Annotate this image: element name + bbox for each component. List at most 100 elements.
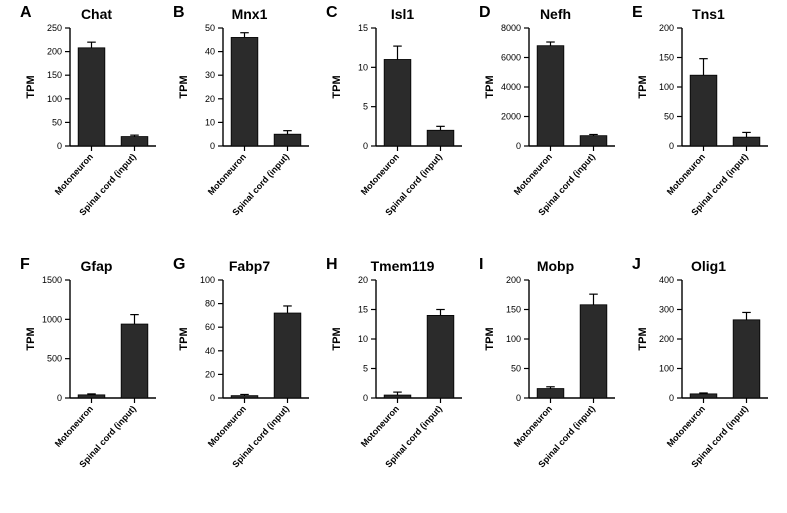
y-axis-label: TPM [484, 327, 496, 350]
category-label: Motoneuron [359, 152, 401, 197]
y-tick-label: 10 [205, 117, 215, 127]
chart-title: Mobp [479, 258, 632, 274]
y-axis-label: TPM [178, 75, 190, 98]
y-tick-label: 6000 [501, 53, 521, 63]
bar [274, 134, 301, 146]
bar-chart: 051015TPMMotoneuronSpinal cord (input) [326, 4, 479, 256]
y-tick-label: 80 [205, 299, 215, 309]
y-tick-label: 0 [669, 393, 674, 403]
y-tick-label: 100 [200, 275, 215, 285]
chart-title: Mnx1 [173, 6, 326, 22]
chart-title: Fabp7 [173, 258, 326, 274]
bar [537, 46, 564, 146]
y-tick-label: 50 [52, 117, 62, 127]
y-tick-label: 100 [659, 82, 674, 92]
y-tick-label: 15 [358, 23, 368, 33]
bar-chart: 050100150200250TPMMotoneuronSpinal cord … [20, 4, 173, 256]
panel-e: ETns1050100150200TPMMotoneuronSpinal cor… [632, 4, 785, 256]
bar-chart: 050100150200TPMMotoneuronSpinal cord (in… [479, 256, 632, 508]
bar-chart: 020406080100TPMMotoneuronSpinal cord (in… [173, 256, 326, 508]
bar [427, 315, 454, 398]
y-tick-label: 100 [47, 94, 62, 104]
y-tick-label: 150 [47, 70, 62, 80]
y-axis-label: TPM [178, 327, 190, 350]
y-tick-label: 1000 [42, 314, 62, 324]
y-tick-label: 250 [47, 23, 62, 33]
y-tick-label: 50 [205, 23, 215, 33]
category-label: Motoneuron [512, 152, 554, 197]
category-label: Motoneuron [53, 404, 95, 449]
panel-c: CIsl1051015TPMMotoneuronSpinal cord (inp… [326, 4, 479, 256]
category-label: Motoneuron [512, 404, 554, 449]
y-tick-label: 400 [659, 275, 674, 285]
y-tick-label: 300 [659, 305, 674, 315]
y-tick-label: 20 [358, 275, 368, 285]
y-axis-label: TPM [484, 75, 496, 98]
chart-title: Chat [20, 6, 173, 22]
y-tick-label: 8000 [501, 23, 521, 33]
y-tick-label: 20 [205, 94, 215, 104]
panel-h: HTmem11905101520TPMMotoneuronSpinal cord… [326, 256, 479, 508]
y-axis-label: TPM [637, 75, 649, 98]
bar [384, 395, 411, 398]
y-tick-label: 60 [205, 322, 215, 332]
y-tick-label: 1500 [42, 275, 62, 285]
bar [427, 130, 454, 146]
y-tick-label: 0 [57, 393, 62, 403]
bar [78, 48, 105, 146]
y-tick-label: 50 [511, 364, 521, 374]
y-axis-label: TPM [25, 75, 37, 98]
y-tick-label: 5 [363, 102, 368, 112]
y-tick-label: 15 [358, 305, 368, 315]
bar-chart: 05101520TPMMotoneuronSpinal cord (input) [326, 256, 479, 508]
y-tick-label: 10 [358, 334, 368, 344]
bar [690, 394, 717, 398]
y-axis-label: TPM [331, 75, 343, 98]
y-tick-label: 0 [363, 393, 368, 403]
y-tick-label: 0 [516, 141, 521, 151]
chart-title: Isl1 [326, 6, 479, 22]
panel-b: BMnx101020304050TPMMotoneuronSpinal cord… [173, 4, 326, 256]
chart-title: Tmem119 [326, 258, 479, 274]
y-axis-label: TPM [331, 327, 343, 350]
y-tick-label: 10 [358, 62, 368, 72]
y-tick-label: 5 [363, 364, 368, 374]
bar [384, 59, 411, 146]
y-tick-label: 4000 [501, 82, 521, 92]
bar [121, 324, 148, 398]
bar [580, 136, 607, 146]
y-tick-label: 200 [659, 334, 674, 344]
bar-chart: 050100150200TPMMotoneuronSpinal cord (in… [632, 4, 785, 256]
chart-title: Olig1 [632, 258, 785, 274]
y-tick-label: 0 [57, 141, 62, 151]
panel-j: JOlig10100200300400TPMMotoneuronSpinal c… [632, 256, 785, 508]
bar [690, 75, 717, 146]
y-tick-label: 200 [659, 23, 674, 33]
y-tick-label: 500 [47, 354, 62, 364]
bar [78, 395, 105, 398]
bar [733, 320, 760, 398]
bar-chart: 0100200300400TPMMotoneuronSpinal cord (i… [632, 256, 785, 508]
panel-f: FGfap050010001500TPMMotoneuronSpinal cor… [20, 256, 173, 508]
bar-chart: 050010001500TPMMotoneuronSpinal cord (in… [20, 256, 173, 508]
category-label: Motoneuron [206, 404, 248, 449]
y-tick-label: 0 [516, 393, 521, 403]
bar-chart: 02000400060008000TPMMotoneuronSpinal cor… [479, 4, 632, 256]
y-axis-label: TPM [637, 327, 649, 350]
y-tick-label: 100 [506, 334, 521, 344]
y-tick-label: 100 [659, 364, 674, 374]
panel-a: AChat050100150200250TPMMotoneuronSpinal … [20, 4, 173, 256]
y-tick-label: 200 [506, 275, 521, 285]
category-label: Motoneuron [665, 152, 707, 197]
y-tick-label: 40 [205, 47, 215, 57]
y-tick-label: 0 [210, 393, 215, 403]
y-tick-label: 40 [205, 346, 215, 356]
y-tick-label: 20 [205, 369, 215, 379]
panel-d: DNefh02000400060008000TPMMotoneuronSpina… [479, 4, 632, 256]
bar [274, 313, 301, 398]
bar [580, 305, 607, 398]
bar [231, 37, 258, 146]
y-tick-label: 30 [205, 70, 215, 80]
bar [121, 137, 148, 146]
chart-title: Nefh [479, 6, 632, 22]
